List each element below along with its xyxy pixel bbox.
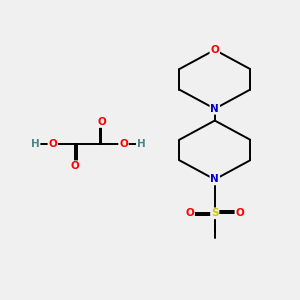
Text: O: O xyxy=(210,45,219,55)
Text: N: N xyxy=(210,174,219,184)
Text: O: O xyxy=(97,117,106,127)
Text: H: H xyxy=(31,139,40,149)
Text: O: O xyxy=(70,161,79,171)
Text: O: O xyxy=(119,139,128,149)
Text: H: H xyxy=(137,139,146,149)
Text: O: O xyxy=(236,208,244,218)
Text: S: S xyxy=(211,208,218,218)
Text: O: O xyxy=(185,208,194,218)
Text: N: N xyxy=(210,104,219,114)
Text: O: O xyxy=(49,139,57,149)
